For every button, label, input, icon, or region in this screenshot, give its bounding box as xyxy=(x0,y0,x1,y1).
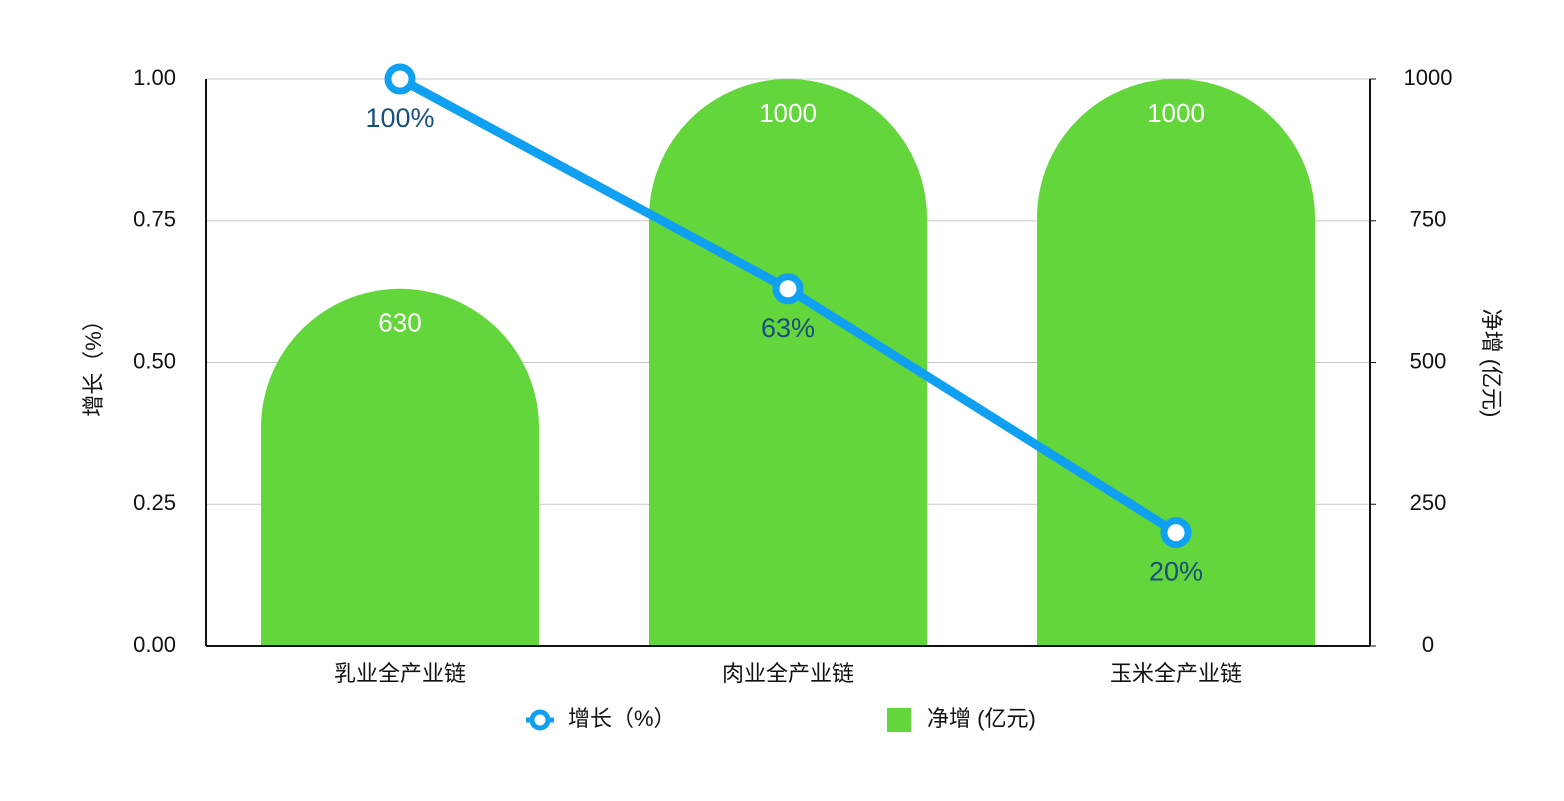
line-value-label: 100% xyxy=(365,103,434,133)
x-tick-label: 肉业全产业链 xyxy=(722,661,854,686)
x-tick-label: 玉米全产业链 xyxy=(1110,661,1242,686)
line-marker xyxy=(384,63,416,95)
bar-value-label: 1000 xyxy=(759,98,817,128)
line-marker xyxy=(1160,517,1192,549)
y2-tick-label: 1000 xyxy=(1404,65,1453,90)
legend-label: 净增 (亿元) xyxy=(927,706,1036,731)
bar xyxy=(1037,79,1315,646)
bar-value-label: 1000 xyxy=(1147,98,1205,128)
legend-swatch xyxy=(529,709,551,731)
x-tick-label: 乳业全产业链 xyxy=(334,661,466,686)
y2-tick-label: 500 xyxy=(1410,348,1447,373)
y-tick-label: 0.75 xyxy=(133,207,176,232)
y-axis-title: 增长（%） xyxy=(81,309,106,417)
bar-value-label: 630 xyxy=(378,308,421,338)
y2-tick-label: 250 xyxy=(1410,490,1447,515)
legend-swatch xyxy=(887,708,911,732)
y2-axis-title: 净增 (亿元) xyxy=(1479,309,1504,418)
line-marker xyxy=(772,273,804,305)
line-value-label: 20% xyxy=(1149,557,1203,587)
bar xyxy=(261,288,539,646)
y2-tick-label: 750 xyxy=(1410,207,1447,232)
y-tick-label: 1.00 xyxy=(133,65,176,90)
y-tick-label: 0.00 xyxy=(133,632,176,657)
y-tick-label: 0.50 xyxy=(133,348,176,373)
line-value-label: 63% xyxy=(761,313,815,343)
bar xyxy=(649,79,927,646)
y-tick-label: 0.25 xyxy=(133,490,176,515)
legend-label: 增长（%） xyxy=(568,706,676,731)
y2-tick-label: 0 xyxy=(1422,632,1434,657)
